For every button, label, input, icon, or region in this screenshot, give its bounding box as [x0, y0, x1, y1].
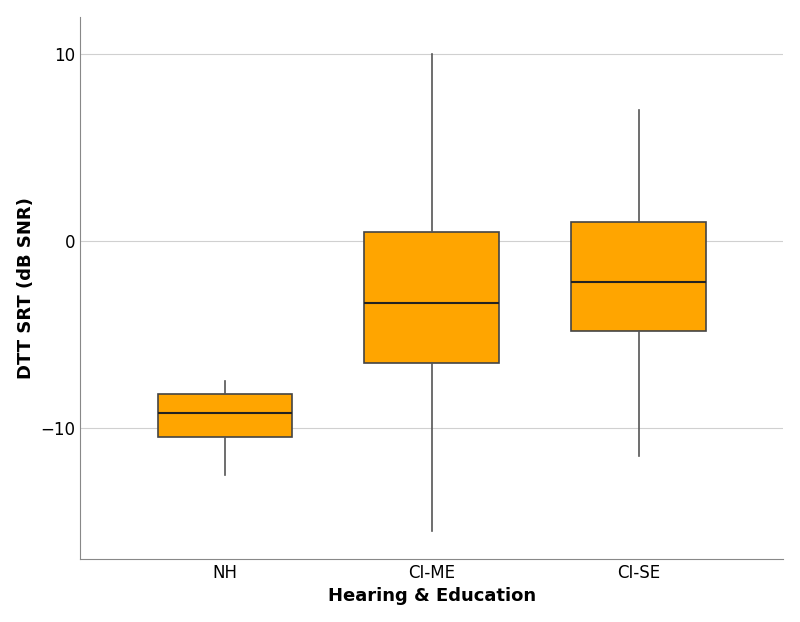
PathPatch shape [365, 232, 499, 363]
PathPatch shape [158, 394, 292, 437]
Y-axis label: DTT SRT (dB SNR): DTT SRT (dB SNR) [17, 197, 34, 379]
PathPatch shape [571, 222, 706, 331]
X-axis label: Hearing & Education: Hearing & Education [328, 587, 536, 605]
